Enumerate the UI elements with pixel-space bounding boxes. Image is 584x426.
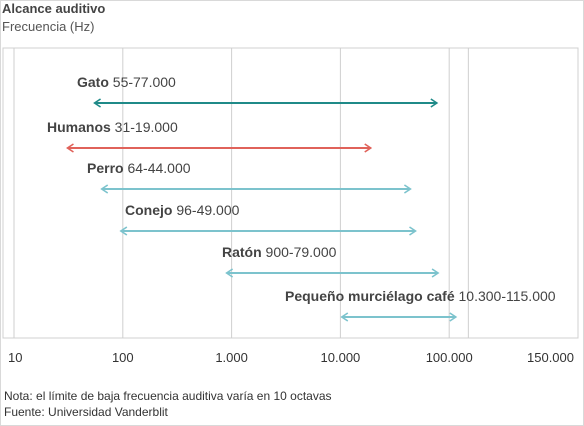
- range-arrow-right: [431, 268, 440, 278]
- x-tick-label: 10: [8, 350, 22, 365]
- range-arrow-left: [340, 312, 349, 322]
- range-arrow-right: [403, 184, 412, 194]
- series-label: Gato 55-77.000: [77, 74, 176, 90]
- series-label: Conejo 96-49.000: [125, 202, 240, 218]
- x-tick-label: 10.000: [321, 350, 361, 365]
- series-range-label: 900-79.000: [262, 244, 337, 260]
- range-arrow-left: [100, 184, 109, 194]
- x-tick-label: 1.000: [215, 350, 248, 365]
- range-arrow-right: [430, 98, 439, 108]
- series-range-label: 96-49.000: [172, 202, 239, 218]
- x-tick-label: 100.000: [426, 350, 473, 365]
- series-range-label: 31-19.000: [111, 119, 178, 135]
- chart-note: Nota: el límite de baja frecuencia audit…: [4, 389, 332, 403]
- x-tick-label: 150.000: [527, 350, 574, 365]
- range-arrow-left: [66, 143, 74, 153]
- series-range-label: 55-77.000: [109, 74, 176, 90]
- plot-area: [2, 47, 579, 339]
- series-range-label: 10.300-115.000: [455, 288, 556, 304]
- range-arrow-left: [119, 226, 128, 236]
- series-name: Pequeño murciélago café: [285, 288, 455, 304]
- series-label: Ratón 900-79.000: [222, 244, 337, 260]
- chart-source: Fuente: Universidad Vanderblit: [4, 405, 168, 419]
- x-tick-label: 100: [112, 350, 134, 365]
- range-arrow-left: [225, 268, 234, 278]
- range-arrow-right: [364, 143, 373, 153]
- series-name: Humanos: [47, 119, 111, 135]
- chart-subtitle: Frecuencia (Hz): [2, 19, 95, 34]
- range-arrow-left: [93, 98, 101, 108]
- series-label: Humanos 31-19.000: [47, 119, 178, 135]
- series-name: Ratón: [222, 244, 262, 260]
- range-arrow-right: [449, 312, 458, 322]
- range-arrow-right: [409, 226, 417, 236]
- series-label: Pequeño murciélago café 10.300-115.000: [285, 288, 556, 304]
- series-range-label: 64-44.000: [124, 160, 191, 176]
- series-label: Perro 64-44.000: [87, 160, 191, 176]
- series-name: Gato: [77, 74, 109, 90]
- series-name: Perro: [87, 160, 124, 176]
- chart-title: Alcance auditivo: [2, 1, 106, 16]
- series-name: Conejo: [125, 202, 172, 218]
